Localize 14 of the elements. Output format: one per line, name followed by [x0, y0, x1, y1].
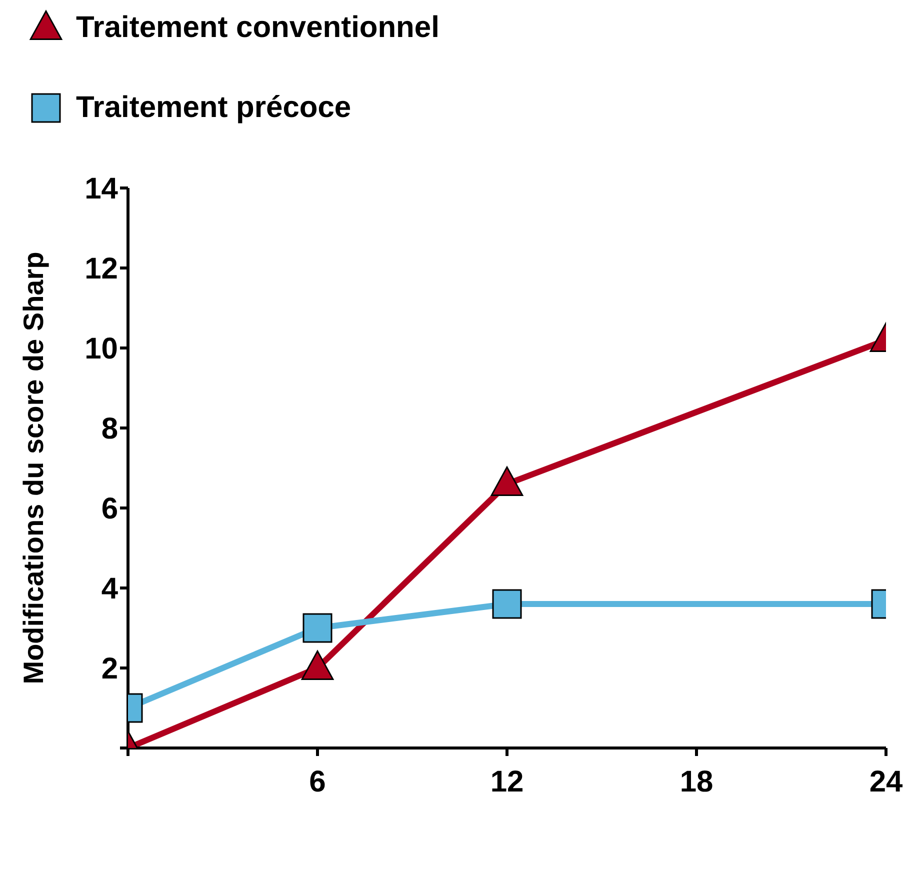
x-tick-label: 18: [680, 765, 714, 798]
x-tick-label: 24: [869, 765, 903, 798]
y-tick-label: 2: [101, 652, 118, 686]
y-axis-title: Modifications du score de Sharp: [18, 252, 49, 684]
y-tick-label: 10: [84, 332, 118, 366]
legend-label: Traitement conventionnel: [76, 11, 440, 45]
x-tick-label: 6: [309, 765, 326, 798]
y-tick-label: 14: [84, 172, 118, 206]
y-tick-label: 4: [101, 572, 118, 606]
y-tick-label: 8: [101, 412, 118, 446]
x-tick-label: 12: [490, 765, 524, 798]
y-tick-label: 12: [84, 252, 118, 286]
y-tick-label: 6: [101, 492, 118, 526]
legend-label: Traitement précoce: [76, 91, 352, 125]
